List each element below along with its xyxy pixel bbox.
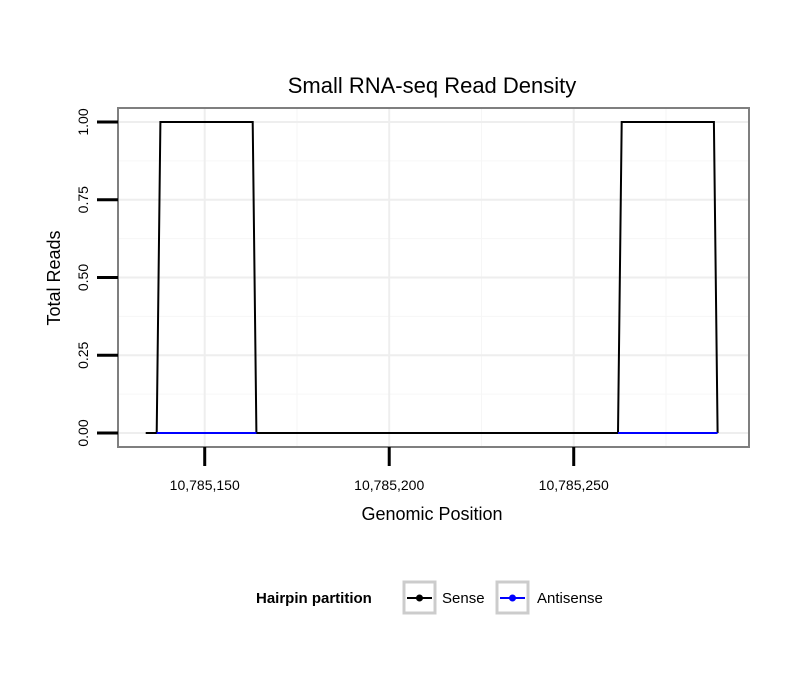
legend-key-sense-point [416, 594, 423, 602]
legend-label-sense: Sense [442, 590, 485, 607]
legend-label-antisense: Antisense [537, 590, 603, 607]
y-tick-label: 1.00 [75, 108, 91, 135]
y-axis-title: Total Reads [44, 230, 64, 325]
legend-key-sense [402, 580, 437, 615]
y-tick-label: 0.50 [75, 264, 91, 291]
legend-title: Hairpin partition [256, 590, 372, 607]
chart-title: Small RNA-seq Read Density [288, 73, 577, 98]
y-tick-label: 0.25 [75, 341, 91, 368]
y-tick-label: 0.75 [75, 186, 91, 213]
y-tick-label: 0.00 [75, 419, 91, 446]
x-axis-title: Genomic Position [361, 504, 502, 524]
x-tick-label: 10,785,200 [354, 477, 424, 493]
x-tick-label: 10,785,250 [539, 477, 609, 493]
x-tick-label: 10,785,150 [170, 477, 240, 493]
legend-key-antisense-point [509, 594, 516, 602]
series-lines [145, 121, 719, 434]
legend: Hairpin partition Sense Antisense [256, 580, 603, 615]
x-axis: 10,785,150 10,785,200 10,785,250 [170, 447, 609, 493]
legend-key-antisense [495, 580, 530, 615]
grid-lines [118, 108, 749, 447]
y-axis: 0.00 0.25 0.50 0.75 1.00 [75, 108, 118, 447]
